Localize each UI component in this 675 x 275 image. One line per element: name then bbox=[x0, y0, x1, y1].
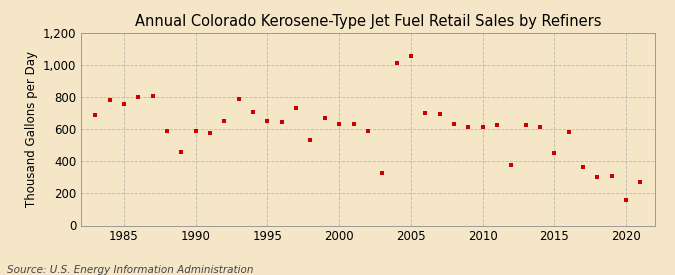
Point bbox=[262, 119, 273, 123]
Point bbox=[578, 165, 589, 169]
Point bbox=[133, 95, 144, 99]
Point bbox=[161, 129, 172, 133]
Y-axis label: Thousand Gallons per Day: Thousand Gallons per Day bbox=[26, 51, 38, 207]
Point bbox=[549, 150, 560, 155]
Point bbox=[491, 123, 502, 127]
Point bbox=[506, 163, 516, 167]
Point bbox=[406, 54, 416, 59]
Point bbox=[606, 174, 617, 178]
Point bbox=[305, 138, 316, 143]
Title: Annual Colorado Kerosene-Type Jet Fuel Retail Sales by Refiners: Annual Colorado Kerosene-Type Jet Fuel R… bbox=[134, 14, 601, 29]
Point bbox=[348, 122, 359, 126]
Point bbox=[463, 125, 474, 129]
Point bbox=[362, 129, 373, 133]
Point bbox=[535, 125, 545, 129]
Point bbox=[147, 94, 158, 98]
Point bbox=[319, 116, 330, 120]
Point bbox=[248, 110, 259, 115]
Point bbox=[291, 105, 302, 110]
Point bbox=[477, 125, 488, 129]
Point bbox=[563, 130, 574, 135]
Point bbox=[434, 112, 445, 116]
Point bbox=[176, 150, 187, 154]
Point bbox=[377, 170, 387, 175]
Point bbox=[448, 122, 459, 126]
Point bbox=[119, 102, 130, 107]
Point bbox=[190, 129, 201, 133]
Point bbox=[420, 111, 431, 116]
Point bbox=[520, 123, 531, 127]
Point bbox=[219, 119, 230, 123]
Text: Source: U.S. Energy Information Administration: Source: U.S. Energy Information Administ… bbox=[7, 265, 253, 275]
Point bbox=[592, 174, 603, 179]
Point bbox=[90, 112, 101, 117]
Point bbox=[104, 98, 115, 103]
Point bbox=[234, 97, 244, 101]
Point bbox=[205, 131, 215, 136]
Point bbox=[333, 122, 344, 126]
Point bbox=[620, 198, 631, 202]
Point bbox=[276, 120, 287, 124]
Point bbox=[635, 180, 646, 184]
Point bbox=[391, 61, 402, 66]
